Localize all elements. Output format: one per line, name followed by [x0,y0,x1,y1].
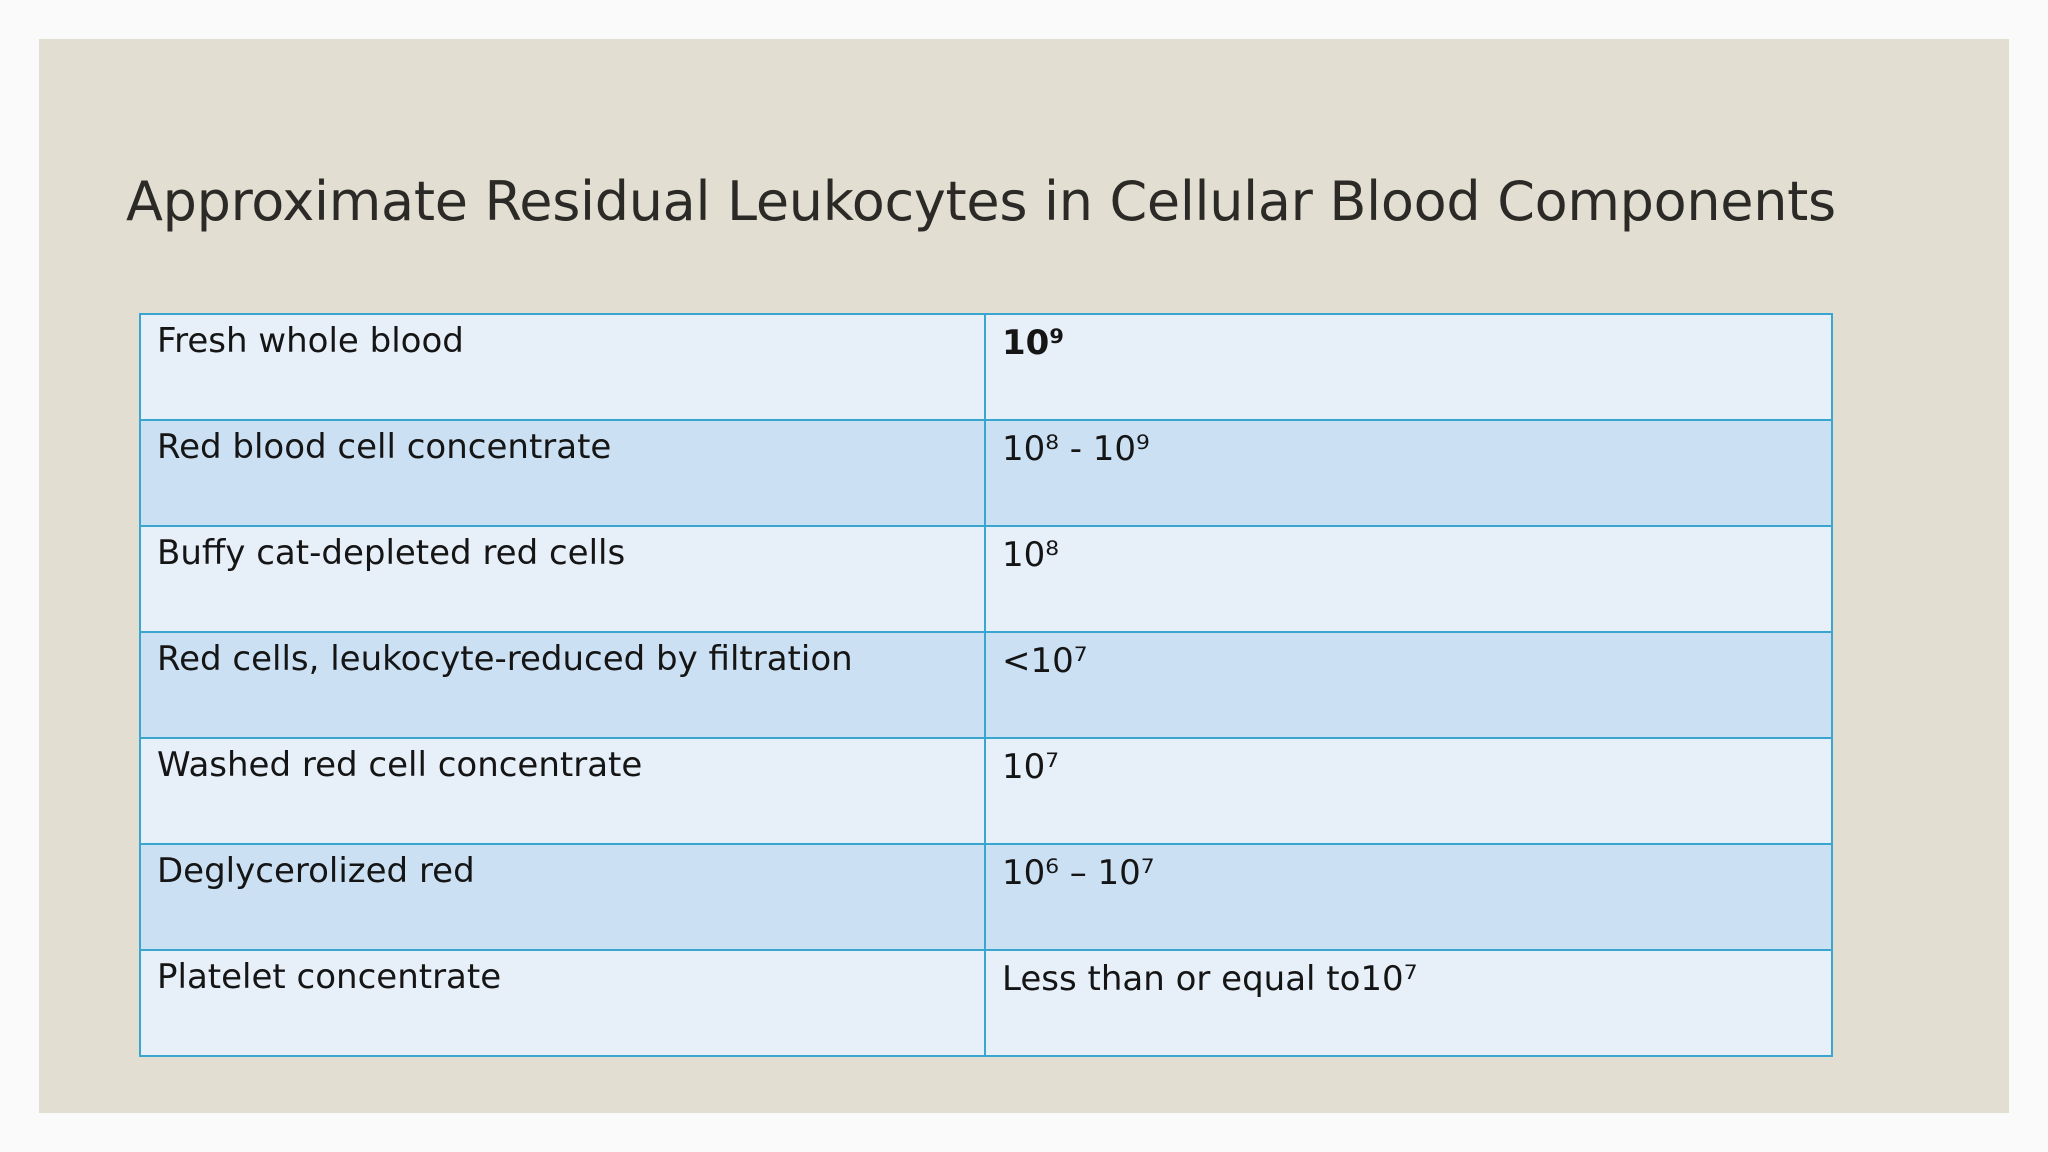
component-label: Red blood cell concentrate [157,427,612,467]
table-row: Red blood cell concentrate 10⁸ - 10⁹ [139,419,1833,527]
component-cell: Fresh whole blood [139,313,986,421]
component-cell: Washed red cell concentrate [139,737,986,845]
leukocyte-value: Less than or equal to10⁷ [1002,959,1418,999]
leukocyte-value: 10⁷ [1002,747,1059,787]
component-cell: Deglycerolized red [139,843,986,951]
table-row: Washed red cell concentrate 10⁷ [139,737,1833,845]
leukocyte-cell: 10⁸ - 10⁹ [984,419,1833,527]
component-cell: Buffy cat-depleted red cells [139,525,986,633]
table-row: Fresh whole blood 10⁹ [139,313,1833,421]
component-label: Washed red cell concentrate [157,745,643,785]
leukocyte-cell: 10⁶ – 10⁷ [984,843,1833,951]
leukocyte-value: 10⁸ - 10⁹ [1002,429,1150,469]
leukocyte-cell: Less than or equal to10⁷ [984,949,1833,1057]
slide-title: Approximate Residual Leukocytes in Cellu… [126,170,1836,233]
leukocyte-value: 10⁹ [1002,323,1065,363]
component-label: Fresh whole blood [157,321,464,361]
component-cell: Red cells, leukocyte-reduced by filtrati… [139,631,986,739]
leukocyte-cell: <10⁷ [984,631,1833,739]
leukocyte-value: 10⁸ [1002,535,1059,575]
leukocyte-value: <10⁷ [1002,641,1088,681]
table-row: Red cells, leukocyte-reduced by filtrati… [139,631,1833,739]
leukocyte-table: Fresh whole blood 10⁹ Red blood cell con… [139,313,1833,1057]
component-label: Platelet concentrate [157,957,502,997]
table-row: Deglycerolized red 10⁶ – 10⁷ [139,843,1833,951]
component-label: Buffy cat-depleted red cells [157,533,626,573]
component-cell: Red blood cell concentrate [139,419,986,527]
component-cell: Platelet concentrate [139,949,986,1057]
table-row: Platelet concentrate Less than or equal … [139,949,1833,1057]
component-label: Deglycerolized red [157,851,475,891]
leukocyte-cell: 10⁷ [984,737,1833,845]
leukocyte-value: 10⁶ – 10⁷ [1002,853,1155,893]
leukocyte-cell: 10⁹ [984,313,1833,421]
table-row: Buffy cat-depleted red cells 10⁸ [139,525,1833,633]
leukocyte-cell: 10⁸ [984,525,1833,633]
component-label: Red cells, leukocyte-reduced by filtrati… [157,639,853,679]
